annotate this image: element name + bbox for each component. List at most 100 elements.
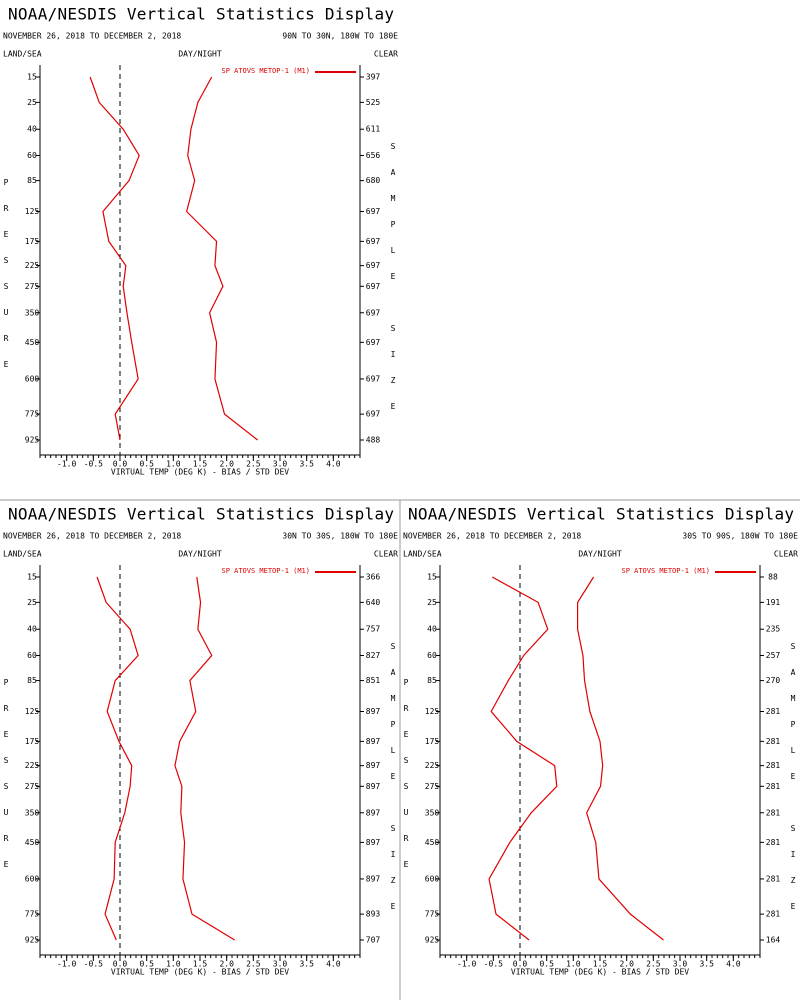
sample-size: 697 xyxy=(366,237,381,246)
y-tick-label: 925 xyxy=(25,936,40,945)
panel-title: NOAA/NESDIS Vertical Statistics Display xyxy=(8,5,394,24)
x-tick-label: 2.5 xyxy=(246,960,261,969)
sample-size: 235 xyxy=(766,625,781,634)
x-tick-label: -0.5 xyxy=(84,460,103,469)
y-tick-label: 925 xyxy=(425,936,440,945)
sample-size: 757 xyxy=(366,625,381,634)
legend-label: SP ATOVS METOP-1 (M1) xyxy=(621,567,710,575)
y-axis-label: PRESSURE xyxy=(2,678,11,886)
y-tick-label: 40 xyxy=(27,125,37,134)
x-axis-label: VIRTUAL TEMP (DEG K) - BIAS / STD DEV xyxy=(511,968,689,977)
y-tick-label: 25 xyxy=(27,98,37,107)
x-tick-label: 4.0 xyxy=(326,960,341,969)
land-sea: LAND/SEA xyxy=(403,550,442,559)
x-tick-label: 0.0 xyxy=(513,960,528,969)
x-tick-label: 0.5 xyxy=(139,460,154,469)
sample-size: 281 xyxy=(766,808,781,817)
x-tick-label: 3.5 xyxy=(299,960,314,969)
region: 30N TO 30S, 180W TO 180E xyxy=(282,532,398,541)
sample-size: 697 xyxy=(366,282,381,291)
x-tick-label: -1.0 xyxy=(57,960,76,969)
clear: CLEAR xyxy=(374,550,398,559)
sample-size: 897 xyxy=(366,782,381,791)
x-tick-label: 4.0 xyxy=(326,460,341,469)
y-tick-label: 60 xyxy=(427,651,437,660)
y-tick-label: 15 xyxy=(27,573,37,582)
y-tick-label: 450 xyxy=(25,338,40,347)
date-range: NOVEMBER 26, 2018 TO DECEMBER 2, 2018 xyxy=(3,532,181,541)
y-tick-label: 85 xyxy=(427,676,437,685)
y2-axis-label: SAMPLE SIZE xyxy=(389,642,398,928)
sample-size: 680 xyxy=(366,176,381,185)
day-night: DAY/NIGHT xyxy=(578,550,622,559)
y-tick-label: 600 xyxy=(425,874,440,883)
y-tick-label: 775 xyxy=(25,910,40,919)
legend-label: SP ATOVS METOP-1 (M1) xyxy=(221,67,310,75)
y-tick-label: 600 xyxy=(25,374,40,383)
x-tick-label: 2.5 xyxy=(646,960,661,969)
sample-size: 281 xyxy=(766,838,781,847)
x-tick-label: 4.0 xyxy=(726,960,741,969)
y-tick-label: 25 xyxy=(27,598,37,607)
y-tick-label: 85 xyxy=(27,676,37,685)
legend-label: SP ATOVS METOP-1 (M1) xyxy=(221,567,310,575)
x-tick-label: 1.0 xyxy=(166,460,181,469)
sample-size: 257 xyxy=(766,651,781,660)
y-axis-label: PRESSURE xyxy=(402,678,411,886)
sample-size: 697 xyxy=(366,308,381,317)
clear: CLEAR xyxy=(374,50,398,59)
y-tick-label: 225 xyxy=(25,261,40,270)
y-tick-label: 25 xyxy=(427,598,437,607)
x-tick-label: 0.0 xyxy=(113,960,128,969)
x-tick-label: -1.0 xyxy=(457,960,476,969)
x-tick-label: 2.0 xyxy=(219,460,234,469)
y-tick-label: 450 xyxy=(425,838,440,847)
x-tick-label: -1.0 xyxy=(57,460,76,469)
x-tick-label: 2.0 xyxy=(619,960,634,969)
y-axis-label: PRESSURE xyxy=(2,178,11,386)
panel: NOAA/NESDIS Vertical Statistics Display N… xyxy=(2,505,399,977)
x-tick-label: 0.0 xyxy=(113,460,128,469)
y-tick-label: 125 xyxy=(25,207,40,216)
y-tick-label: 600 xyxy=(25,874,40,883)
sample-size: 281 xyxy=(766,910,781,919)
y-tick-label: 15 xyxy=(27,73,37,82)
sample-size: 488 xyxy=(366,436,381,445)
x-tick-label: 3.0 xyxy=(673,960,688,969)
sample-size: 270 xyxy=(766,676,781,685)
x-axis-label: VIRTUAL TEMP (DEG K) - BIAS / STD DEV xyxy=(111,968,289,977)
y-tick-label: 175 xyxy=(25,737,40,746)
sample-size: 611 xyxy=(366,125,381,134)
sample-size: 697 xyxy=(366,261,381,270)
panel-title: NOAA/NESDIS Vertical Statistics Display xyxy=(408,505,794,524)
x-tick-label: -0.5 xyxy=(84,960,103,969)
std-dev-line xyxy=(185,76,258,441)
sample-size: 851 xyxy=(366,676,381,685)
sample-size: 897 xyxy=(366,874,381,883)
region: 90N TO 30N, 180W TO 180E xyxy=(282,32,398,41)
bias-line xyxy=(96,576,139,941)
y2-axis-label: SAMPLE SIZE xyxy=(389,142,398,428)
sample-size: 697 xyxy=(366,338,381,347)
sample-size: 897 xyxy=(366,737,381,746)
y-tick-label: 15 xyxy=(427,573,437,582)
day-night: DAY/NIGHT xyxy=(178,50,222,59)
sample-size: 697 xyxy=(366,410,381,419)
y2-axis-label: SAMPLE SIZE xyxy=(789,642,798,928)
x-tick-label: 3.0 xyxy=(273,960,288,969)
date-range: NOVEMBER 26, 2018 TO DECEMBER 2, 2018 xyxy=(3,32,181,41)
sample-size: 697 xyxy=(366,207,381,216)
y-tick-label: 85 xyxy=(27,176,37,185)
sample-size: 281 xyxy=(766,737,781,746)
sample-size: 366 xyxy=(366,573,381,582)
y-tick-label: 40 xyxy=(427,625,437,634)
y-tick-label: 350 xyxy=(425,808,440,817)
x-tick-label: 3.5 xyxy=(299,460,314,469)
sample-size: 281 xyxy=(766,707,781,716)
y-tick-label: 925 xyxy=(25,436,40,445)
bias-line xyxy=(89,76,140,441)
x-tick-label: 0.5 xyxy=(139,960,154,969)
bias-line xyxy=(488,576,558,941)
sample-size: 281 xyxy=(766,874,781,883)
